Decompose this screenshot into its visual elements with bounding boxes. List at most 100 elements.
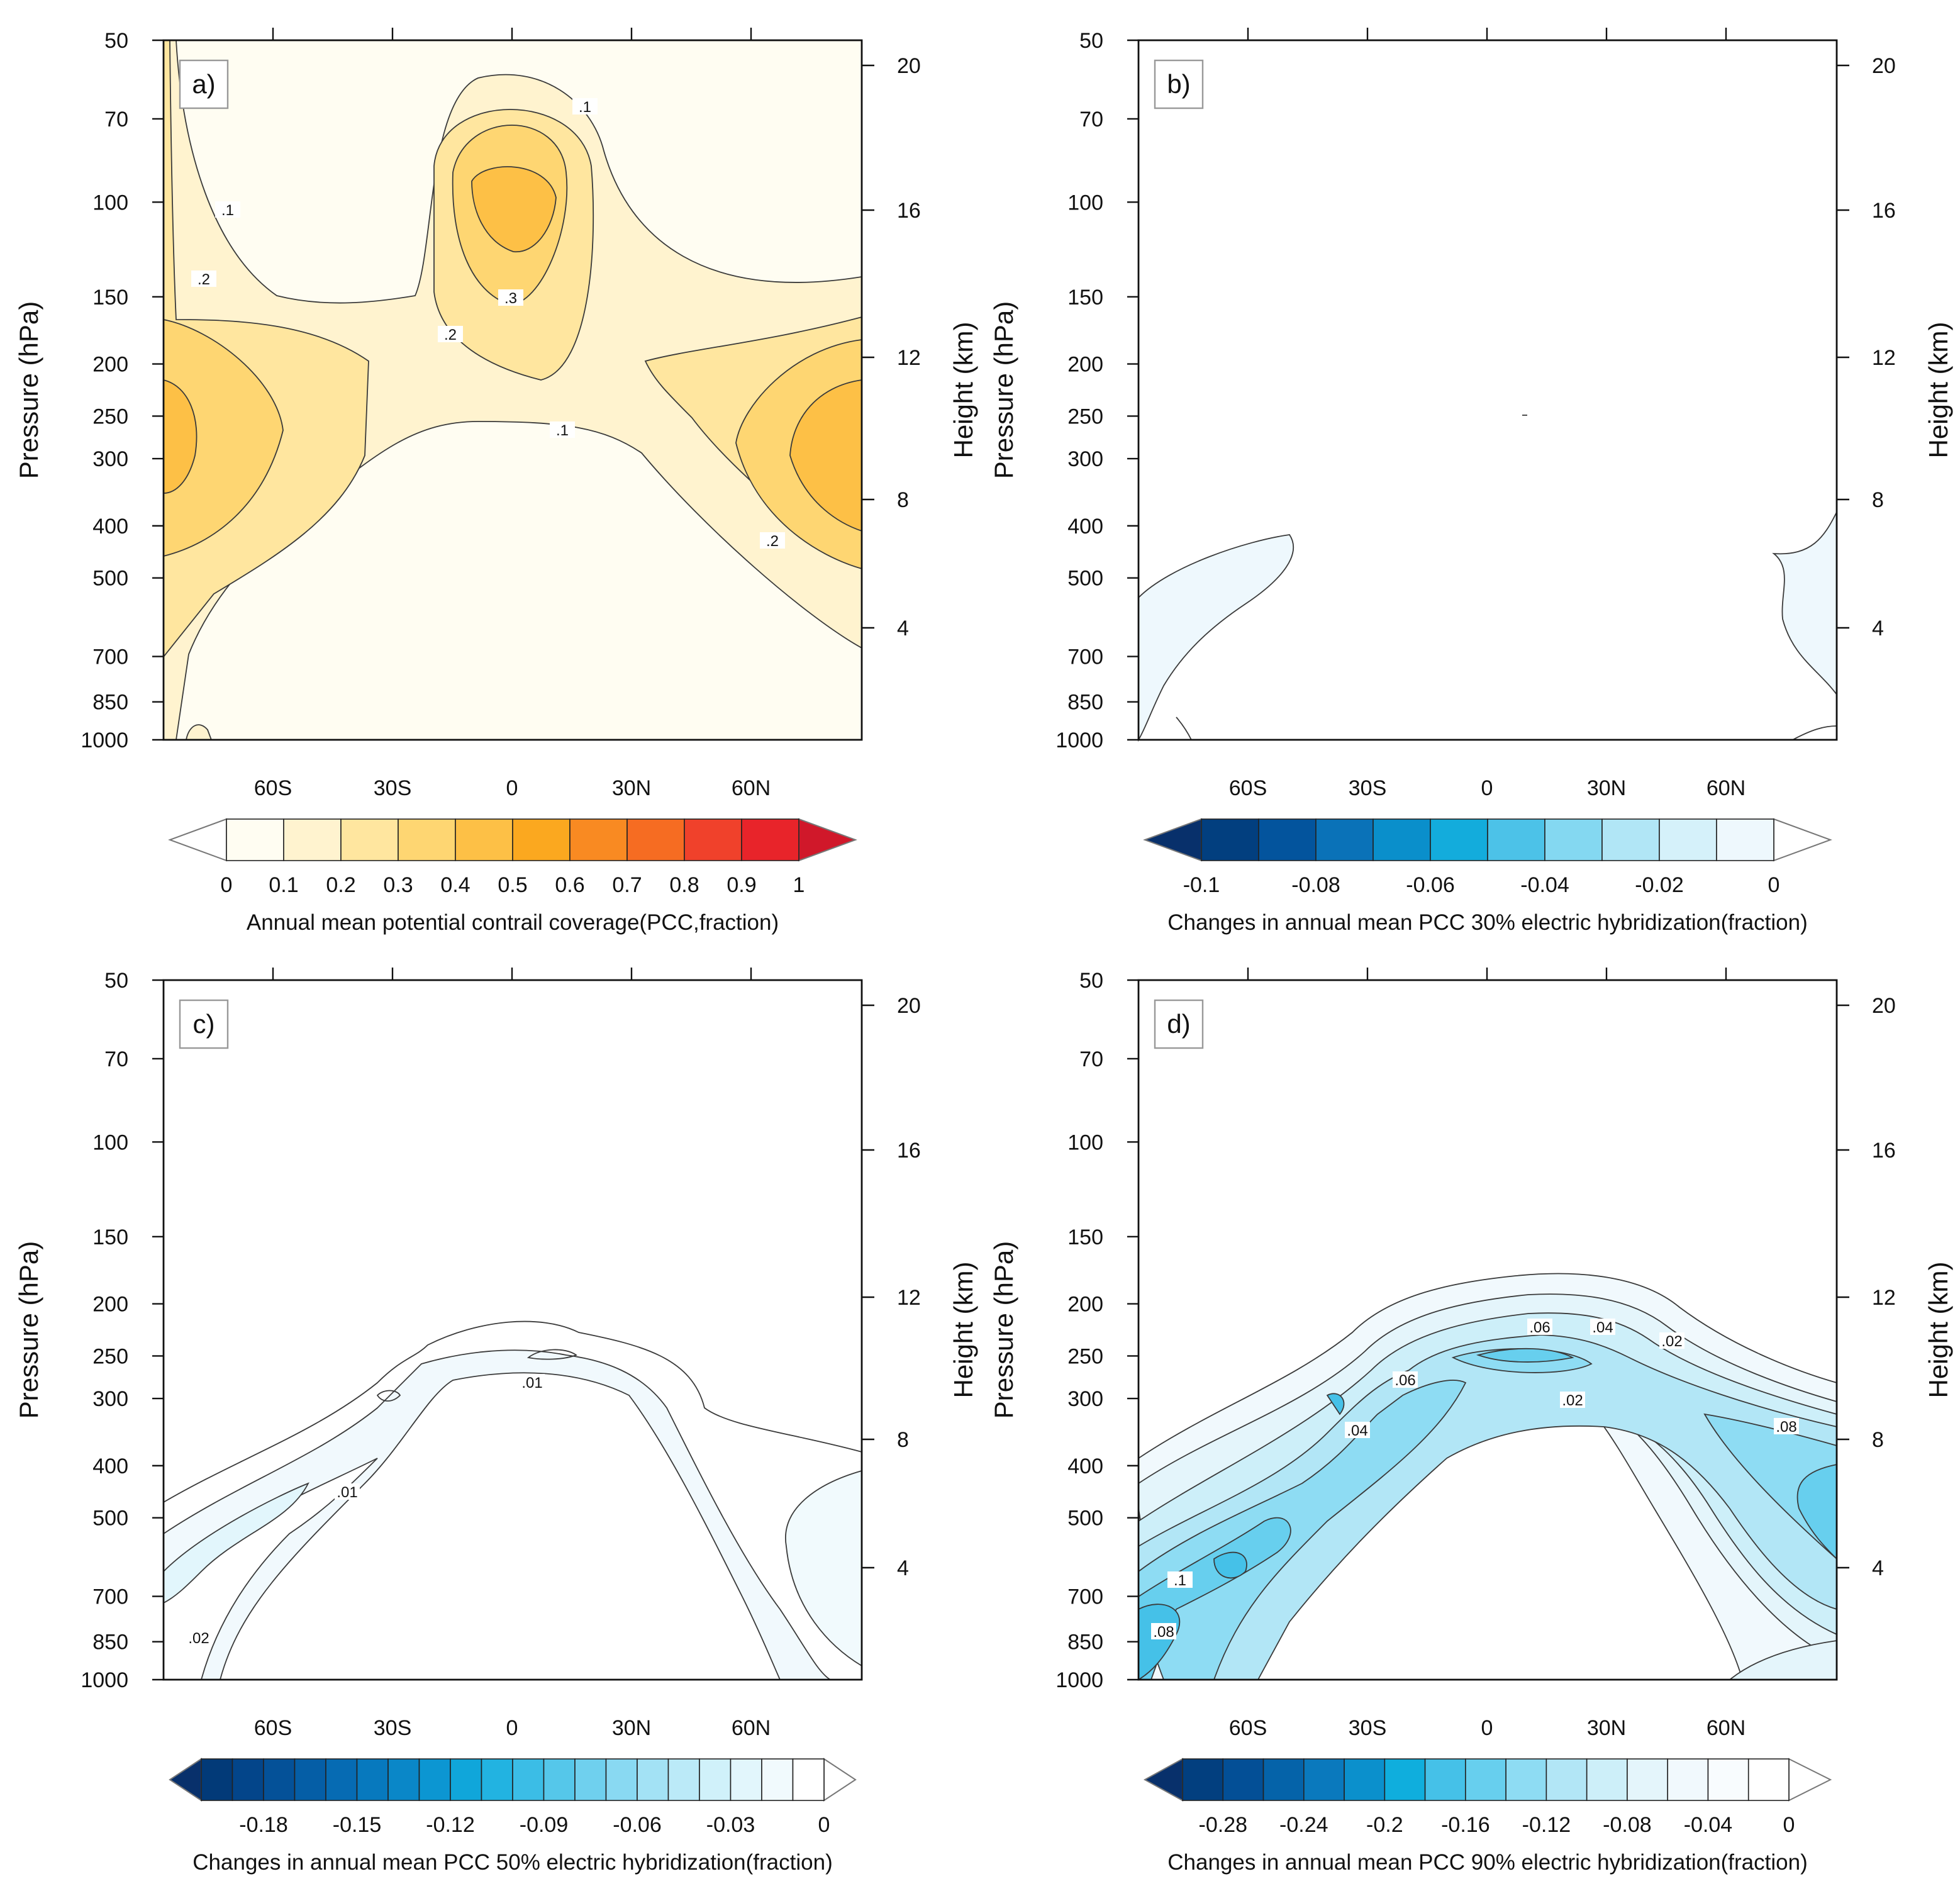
colorbar: 0 0.1 0.2 0.3 0.4 0.5 0.6 0.7 0.8 0.9 1 Annual mean…: [168, 818, 857, 935]
colorbar: -0.18 -0.15 -0.12 -0.09 -0.06 -0.03 0 Changes i…: [169, 1758, 857, 1875]
colorbar-box: [512, 818, 571, 861]
colorbar-box: [398, 818, 456, 861]
colorbar-box: [512, 1758, 545, 1801]
height-tick-label: 12: [1872, 346, 1896, 370]
height-tick-label: 4: [1872, 617, 1884, 640]
contour-region: [1326, 1393, 1345, 1415]
contour-label: .01: [521, 1375, 542, 1392]
colorbar-tick-label: -0.16: [1441, 1813, 1490, 1837]
colorbar-tick-label: -0.28: [1199, 1813, 1248, 1837]
contour-fills: [1138, 1273, 1837, 1681]
colorbar-box: [201, 1758, 233, 1801]
contour-label-bg: [1590, 1319, 1615, 1335]
colorbar-box: [325, 1758, 358, 1801]
contour-label: .2: [198, 271, 210, 288]
colorbar-box: [340, 818, 399, 861]
y-tick-label: 850: [92, 1631, 128, 1654]
x-tick-label: 60N: [1707, 1716, 1746, 1740]
height-tick-label: 4: [897, 1556, 909, 1580]
x-tick-label: 30N: [1587, 776, 1626, 800]
y-tick-label: 500: [1067, 567, 1103, 591]
contour-region: [163, 1320, 862, 1503]
y-tick-label: 250: [1067, 1344, 1103, 1368]
y-tick-label: 200: [92, 1293, 128, 1317]
colorbar-box: [263, 1758, 296, 1801]
contour-region: [1213, 1551, 1247, 1579]
colorbar-box: [730, 1758, 762, 1801]
colorbar-box: [543, 1758, 576, 1801]
contour-label: .04: [1592, 1319, 1613, 1336]
contour-region: [1476, 1348, 1574, 1363]
colorbar-tick-label: 0.8: [669, 873, 699, 897]
y-tick-label: 400: [92, 515, 128, 538]
panel-label: a): [192, 69, 215, 99]
panel-d: .06.04.02.06.02.04.08.1.0850701001502002…: [989, 968, 1953, 1875]
panel-label: c): [193, 1009, 215, 1039]
y-right-axis-title: Height (km): [1924, 321, 1953, 458]
contour-region: [1138, 1380, 1467, 1680]
colorbar-tick-label: 0.5: [498, 873, 527, 897]
y-tick-label: 700: [92, 1585, 128, 1609]
y-tick-label: 500: [92, 1507, 128, 1531]
colorbar-box: [1487, 818, 1545, 861]
panel-label-box: [1154, 59, 1204, 109]
y-tick-label: 150: [92, 1225, 128, 1249]
contour-fills: [163, 40, 862, 740]
y-tick-label: 1000: [81, 1668, 128, 1692]
colorbar-box: [1315, 818, 1374, 861]
y-axis-title: Pressure (hPa): [14, 1241, 43, 1419]
y-right-axis-title: Height (km): [949, 1261, 978, 1398]
y-tick-label: 70: [1079, 1047, 1103, 1071]
colorbar-tick-label: -0.04: [1684, 1813, 1733, 1837]
y-tick-label: 300: [1067, 1387, 1103, 1411]
contour-label: .1: [221, 202, 234, 219]
contour-region: [163, 40, 862, 740]
colorbar-tick-label: -0.04: [1520, 873, 1569, 897]
y-tick-label: 100: [92, 1130, 128, 1154]
contour-label-bg: [1151, 1623, 1176, 1639]
y-tick-label: 200: [1067, 353, 1103, 377]
contour-label-bg: [572, 98, 598, 114]
x-tick-label: 60S: [1229, 776, 1267, 800]
colorbar-tick-label: -0.12: [1522, 1813, 1571, 1837]
contour-label: .02: [1562, 1392, 1583, 1409]
colorbar-box: [356, 1758, 389, 1801]
colorbar-tick-label: 0: [1768, 873, 1780, 897]
contour-label: .04: [1347, 1422, 1367, 1439]
contour-label: .1: [556, 422, 569, 439]
height-tick-label: 20: [897, 54, 921, 78]
contour-region: [1176, 717, 1192, 740]
y-tick-label: 700: [92, 645, 128, 669]
colorbar-box: [574, 1758, 607, 1801]
colorbar-box: [1373, 818, 1431, 861]
contour-label-bg: [498, 289, 523, 306]
colorbar-box: [387, 1758, 420, 1801]
colorbar-over-arrow: [1788, 1758, 1832, 1802]
colorbar-box: [1659, 818, 1717, 861]
height-tick-label: 8: [897, 1428, 909, 1452]
panel-label-box: [1154, 999, 1204, 1049]
height-tick-label: 8: [897, 488, 909, 512]
contour-label-bg: [186, 1629, 211, 1646]
y-tick-label: 500: [1067, 1507, 1103, 1531]
contour-label: .2: [444, 326, 457, 343]
contour-label: .1: [1174, 1572, 1186, 1589]
contour-label-bg: [1167, 1571, 1193, 1588]
y-tick-label: 250: [92, 1344, 128, 1368]
y-tick-label: 400: [92, 1454, 128, 1478]
x-tick-label: 60N: [732, 1716, 771, 1740]
y-tick-label: 50: [1079, 969, 1103, 993]
colorbar-tick-label: -0.08: [1603, 1813, 1652, 1837]
colorbar-title: Changes in annual mean PCC 50% electric …: [192, 1850, 832, 1875]
y-tick-label: 300: [92, 447, 128, 471]
contour-label: .01: [337, 1484, 357, 1501]
colorbar-box: [761, 1758, 794, 1801]
y-tick-label: 850: [1067, 1631, 1103, 1654]
colorbar-box: [569, 818, 628, 861]
y-tick-label: 70: [104, 1047, 128, 1071]
colorbar-tick-label: -0.12: [426, 1813, 475, 1837]
colorbar-tick-label: 0.6: [555, 873, 584, 897]
colorbar-box: [231, 1758, 264, 1801]
contour-label: .08: [1153, 1624, 1174, 1641]
colorbar-box: [684, 818, 742, 861]
